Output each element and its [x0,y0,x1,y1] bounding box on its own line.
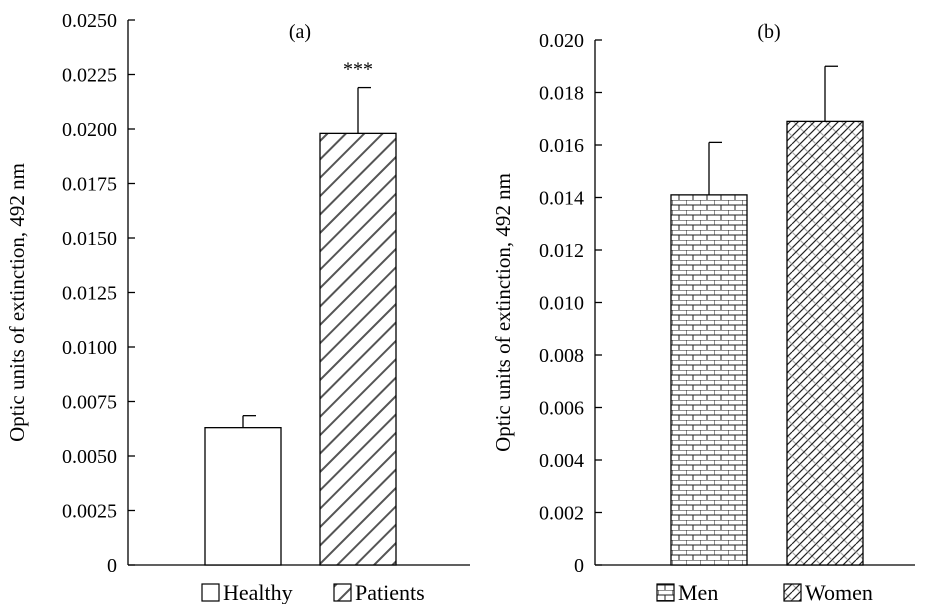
y-axis-label: Optic units of extinction, 492 nm [491,173,515,452]
legend-label-women: Women [805,580,873,604]
y-tick-label: 0.0125 [62,283,117,305]
y-tick-label: 0.010 [539,293,584,315]
y-tick-label: 0 [107,555,117,577]
legend-swatch-men [656,583,675,602]
bar-patients [319,132,397,566]
significance-label: *** [343,59,373,81]
legend-label-patients: Patients [355,580,425,604]
y-tick-label: 0.0050 [62,446,117,468]
y-tick-label: 0.006 [539,398,584,420]
panel-b: (b) 0 0.002 0.004 0.006 0.008 0.010 0.012 0.014 0… [491,21,915,604]
y-tick-label: 0.016 [539,135,584,157]
y-tick-label: 0.0075 [62,392,117,414]
y-tick-label: 0.0100 [62,337,117,359]
y-axis-label: Optic units of extinction, 492 nm [5,163,29,442]
y-tick-label: 0.002 [539,503,584,525]
y-tick-label: 0.020 [539,30,584,52]
y-tick-label: 0.018 [539,83,584,105]
y-tick-label: 0.0225 [62,65,117,87]
y-tick-label: 0.008 [539,345,584,367]
bar-healthy [204,427,282,566]
panel-label: (b) [757,21,780,43]
legend-swatch-patients [333,583,352,602]
y-tick-label: 0.0200 [62,119,117,141]
legend-swatch-women [783,583,802,602]
bar-men [670,194,748,566]
legend-swatch-healthy [201,583,220,602]
y-tick-label: 0.0175 [62,174,117,196]
legend-label-healthy: Healthy [223,580,293,604]
y-tick-label: 0.004 [539,450,584,472]
bar-women [786,120,864,566]
y-tick-label: 0.0025 [62,501,117,523]
y-tick-label: 0.012 [539,240,584,262]
y-tick-label: 0 [574,555,584,577]
panel-a: (a) 0 0.0025 0.0050 0.0075 0.0100 0.0125 0.0150… [5,10,470,604]
legend-label-men: Men [678,580,718,604]
y-tick-label: 0.0150 [62,228,117,250]
y-tick-label: 0.0250 [62,10,117,32]
y-tick-label: 0.014 [539,188,584,210]
panel-label: (a) [289,21,311,43]
